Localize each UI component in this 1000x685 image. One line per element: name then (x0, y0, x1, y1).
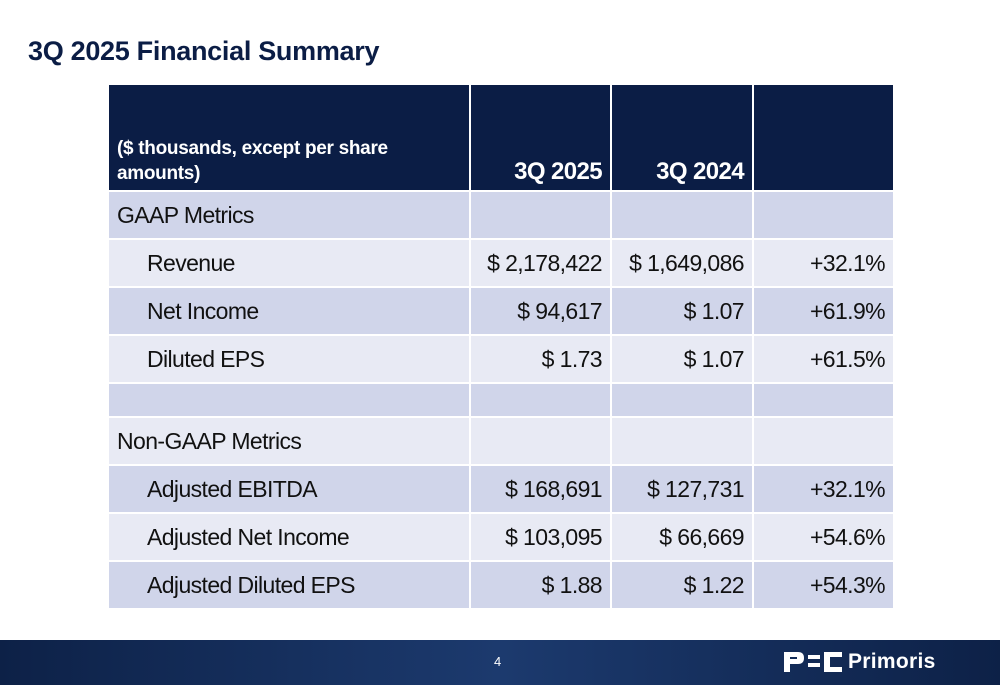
logo-text: Primoris (848, 650, 936, 673)
page-number: 4 (494, 654, 502, 669)
table-cell (469, 416, 612, 466)
value-cell: $ 1.07 (610, 334, 754, 384)
data-row: Diluted EPS $ 1.73 $ 1.07 +61.5% (107, 334, 895, 384)
row-label: Revenue (107, 238, 471, 288)
row-label: Diluted EPS (107, 334, 471, 384)
slide-title: 3Q 2025 Financial Summary (28, 36, 380, 66)
header-cell (752, 83, 895, 192)
value-cell: $ 2,178,422 (469, 238, 612, 288)
value-cell: $ 168,691 (469, 464, 612, 514)
value-cell: +61.9% (752, 286, 895, 336)
value-cell: +32.1% (752, 238, 895, 288)
value-cell: +54.3% (752, 560, 895, 610)
summary-table: ($ thousands, except per share amounts) … (107, 83, 895, 610)
data-row: Revenue $ 2,178,422 $ 1,649,086 +32.1% (107, 238, 895, 288)
value-cell: $ 103,095 (469, 512, 612, 562)
value-cell: $ 1.22 (610, 560, 754, 610)
value-cell: +32.1% (752, 464, 895, 514)
header-row: ($ thousands, except per share amounts) … (107, 83, 895, 192)
table-cell (752, 416, 895, 466)
table-cell (469, 190, 612, 240)
row-label: Adjusted Net Income (107, 512, 471, 562)
row-label: Net Income (107, 286, 471, 336)
header-cell: 3Q 2025 (469, 83, 612, 192)
table-cell (107, 382, 471, 418)
table-body: ($ thousands, except per share amounts) … (107, 83, 895, 610)
table-cell (610, 382, 754, 418)
row-label: Adjusted EBITDA (107, 464, 471, 514)
value-cell: +54.6% (752, 512, 895, 562)
table-cell (752, 190, 895, 240)
value-cell: $ 66,669 (610, 512, 754, 562)
data-row: Adjusted Diluted EPS $ 1.88 $ 1.22 +54.3% (107, 560, 895, 610)
data-row: Net Income $ 94,617 $ 1.07 +61.9% (107, 286, 895, 336)
data-row: Adjusted Net Income $ 103,095 $ 66,669 +54.… (107, 512, 895, 562)
value-cell: $ 94,617 (469, 286, 612, 336)
table-cell (469, 382, 612, 418)
table-cell (610, 416, 754, 466)
value-cell: $ 1.73 (469, 334, 612, 384)
value-cell: $ 127,731 (610, 464, 754, 514)
section-row: Non-GAAP Metrics (107, 416, 895, 466)
spacer-row (107, 382, 895, 418)
row-label: Adjusted Diluted EPS (107, 560, 471, 610)
footer-bar: 4 Primoris (0, 640, 1000, 685)
section-row: GAAP Metrics (107, 190, 895, 240)
header-cell: 3Q 2024 (610, 83, 754, 192)
logo-mark (784, 652, 842, 672)
section-label: GAAP Metrics (107, 190, 471, 240)
header-cell: ($ thousands, except per share amounts) (107, 83, 471, 192)
value-cell: $ 1.88 (469, 560, 612, 610)
table-cell (610, 190, 754, 240)
section-label: Non-GAAP Metrics (107, 416, 471, 466)
table-cell (752, 382, 895, 418)
data-row: Adjusted EBITDA $ 168,691 $ 127,731 +32.1% (107, 464, 895, 514)
value-cell: +61.5% (752, 334, 895, 384)
value-cell: $ 1,649,086 (610, 238, 754, 288)
value-cell: $ 1.07 (610, 286, 754, 336)
